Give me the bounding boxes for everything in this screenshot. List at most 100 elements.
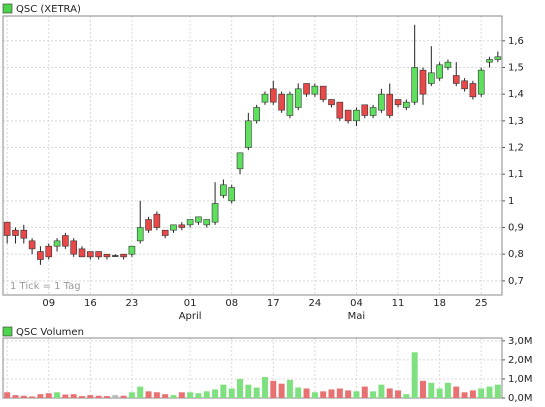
volume-bar [270,380,277,398]
volume-bar [353,391,360,398]
volume-bar [303,388,310,398]
volume-bar [245,384,252,398]
volume-bar [29,396,36,398]
candle-body [436,64,443,79]
volume-bar [212,389,219,398]
candle-body [95,251,102,258]
volume-bar [419,380,426,398]
candle-body [128,245,136,255]
candle-body [120,253,127,258]
volume-bar [494,384,501,398]
candle-body [178,224,186,228]
x-tick-label: 18 [433,298,446,309]
candle-body [494,56,502,60]
candle-body [87,251,94,258]
volume-bar [461,392,468,398]
candle-body [203,219,211,226]
candle-body [419,69,427,95]
volume-bar [469,390,476,398]
volume-bar [120,395,127,398]
plot-frame [2,337,503,399]
volume-bar [378,384,385,398]
volume-bar [128,392,135,398]
candle-body [45,245,53,258]
volume-bar [311,392,318,398]
candle-body [294,88,302,108]
y-tick-label: 0,8 [508,249,524,260]
candle-body [78,248,86,258]
x-tick-label: 24 [309,298,322,309]
volume-bar [286,379,293,398]
candle-body [28,240,36,250]
volume-bar [253,387,260,398]
y-tick-label: 0,7 [508,276,524,287]
legend-swatch [2,3,13,14]
volume-bar [328,389,335,398]
candle-body [386,93,394,116]
candle-body [220,184,227,196]
volume-bar [486,386,493,398]
candle-body [70,240,77,255]
candle-body [253,107,260,122]
candle-body [336,101,344,119]
candle-body [378,93,385,111]
y-tick-label: 1,3 [508,116,524,127]
candle-body [286,93,294,116]
y-tick-label: 0,0M [508,393,533,404]
volume-bar [37,394,44,398]
volume-bar [261,377,268,398]
candle-body [228,187,236,202]
candle-body [461,80,468,90]
candle-body [261,93,269,103]
volume-bar [162,394,169,398]
candle-body [153,213,161,228]
legend-swatch [2,326,13,337]
volume-bar [54,392,61,398]
candle-body [278,93,285,111]
candle-body [62,235,69,247]
candle-body [3,221,11,236]
y-tick-label: 3,0M [508,336,533,347]
candle-body [486,59,493,63]
volume-bar [4,392,11,398]
candle-body [428,72,435,84]
candle-body [369,107,377,116]
candle-body [411,67,418,103]
volume-bar [103,396,110,398]
volume-bar [87,395,94,398]
volume-bar [178,392,185,398]
candle-body [403,101,410,108]
volume-bar [361,386,368,398]
volume-bar [336,388,343,398]
month-label: April [179,311,202,322]
candle-body [477,69,485,95]
volume-bar [137,386,144,398]
candle-body [319,85,327,100]
volume-bar [170,395,177,398]
candle-body [236,152,244,170]
x-tick-label: 17 [267,298,280,309]
volume-bar [478,388,485,398]
volume-bar [295,387,302,398]
volume-bar [145,391,152,398]
candle-body [195,216,202,223]
volume-bar [228,388,235,398]
candle-body [353,109,360,122]
plot-frame [2,15,503,296]
volume-bar [370,391,377,398]
candle-body [12,229,19,236]
candle-body [394,99,402,106]
candle-body [186,219,194,226]
x-tick-label: 04 [350,298,363,309]
volume-bar [12,395,19,398]
y-tick-label: 0,9 [508,223,524,234]
candle-body [170,224,177,231]
candle-body [269,88,277,103]
volume-bar [45,393,52,398]
volume-bar [220,384,227,398]
volume-bar [62,394,69,398]
candle-body [145,219,152,231]
volume-bar [453,386,460,398]
y-tick-label: 1 [508,196,514,207]
